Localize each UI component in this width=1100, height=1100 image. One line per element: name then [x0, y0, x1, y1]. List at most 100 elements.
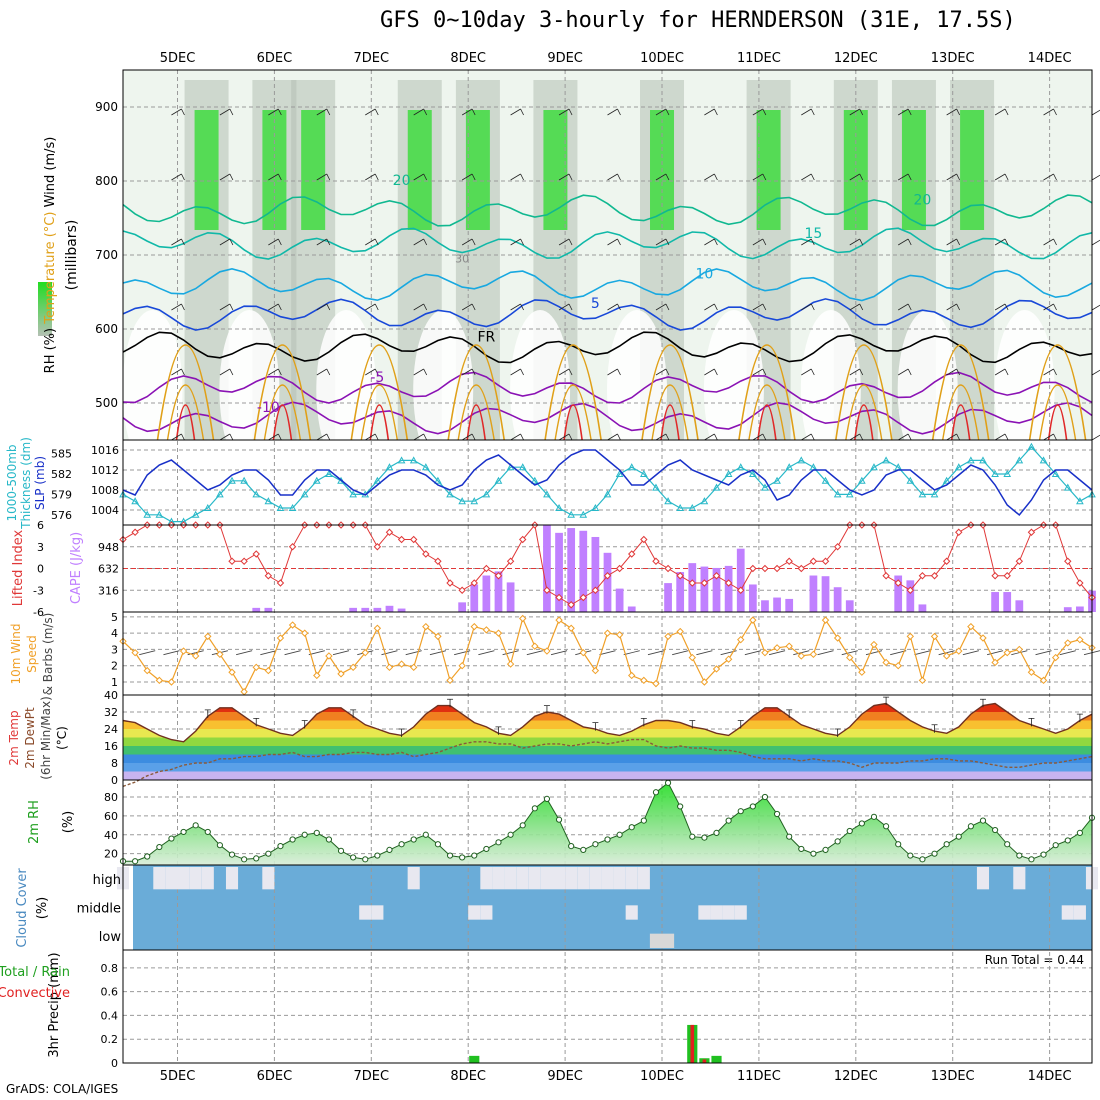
- wind-barb: [655, 303, 670, 311]
- cape-bar: [543, 525, 551, 612]
- wind-barb: [365, 238, 379, 246]
- temp-band: [123, 754, 1092, 763]
- thickness-marker: [1003, 469, 1012, 477]
- isotherm-label: FR: [477, 330, 495, 346]
- rh-marker: [446, 852, 454, 859]
- lifted-index-marker: [676, 572, 684, 580]
- wind-barb: [461, 108, 476, 116]
- wind-speed-marker: [361, 648, 369, 657]
- dry-region: [219, 310, 280, 470]
- isotherm-arch: [466, 404, 486, 441]
- rh-marker: [943, 841, 950, 848]
- wind-barb: [655, 108, 670, 116]
- thickness-marker: [785, 463, 794, 471]
- thickness-marker: [325, 469, 333, 477]
- wind-barb: [461, 303, 476, 311]
- cape-bar: [833, 587, 842, 612]
- lifted-index-marker: [603, 572, 612, 580]
- wind-barb: [510, 433, 524, 441]
- minmax-whisker: [350, 709, 357, 718]
- lifted-index-marker: [955, 528, 963, 536]
- wind-speed-marker: [567, 624, 575, 632]
- cloud-cell: [649, 933, 663, 948]
- wind-barb: [171, 238, 185, 246]
- thickness-marker: [228, 476, 236, 484]
- rh-marker: [882, 823, 890, 830]
- wind-speed-marker: [991, 658, 999, 667]
- wind-barb: [510, 238, 524, 246]
- rh-marker: [325, 836, 333, 843]
- rh-marker: [1016, 852, 1023, 859]
- isotherm-line: [122, 267, 1093, 302]
- wind-barb: [897, 303, 912, 311]
- bottom-date-label: 5DEC: [160, 1069, 196, 1084]
- dewpoint-line: [122, 738, 1093, 788]
- rh-marker: [931, 850, 938, 857]
- wind-speed-marker: [809, 650, 818, 659]
- wind-speed-marker: [313, 671, 321, 680]
- minmax-whisker: [931, 724, 938, 733]
- isotherm-arch: [738, 344, 796, 441]
- minmax-whisker: [786, 709, 793, 718]
- rh-marker: [434, 841, 442, 848]
- cloud-cell: [189, 867, 202, 890]
- thickness-marker: [700, 497, 709, 505]
- rh-marker: [144, 853, 151, 860]
- wind-barb: [897, 238, 912, 246]
- wind-barb: [897, 433, 912, 441]
- wind-barb: [461, 173, 476, 181]
- panel-frame: [122, 439, 1093, 526]
- cloud-cell: [153, 867, 166, 890]
- wind-speed-marker: [1064, 639, 1072, 647]
- wind-barb: [461, 368, 476, 376]
- cape-tick-label: 632: [98, 563, 119, 576]
- temp-band: [123, 737, 1092, 746]
- wind-speed-marker: [906, 632, 915, 641]
- surface-wind-barb: [405, 650, 422, 656]
- thickness-marker: [203, 503, 212, 511]
- rh-marker: [749, 803, 756, 810]
- wind-speed-marker: [918, 676, 927, 685]
- cape-bar: [785, 598, 794, 612]
- wind-barb: [1091, 434, 1100, 441]
- rh-marker: [652, 789, 660, 796]
- temp-label-2: 2m DewPt: [23, 707, 37, 769]
- surface-wind-barb: [478, 650, 495, 656]
- temp-line: [122, 702, 1093, 743]
- thickness-marker: [724, 469, 733, 477]
- bottom-date-label: 11DEC: [737, 1069, 781, 1084]
- temp-band: [123, 720, 1092, 729]
- lifted-index-marker: [543, 586, 551, 594]
- wind-speed-marker: [955, 647, 963, 655]
- lifted-index-marker: [1015, 557, 1024, 565]
- rh-marker: [1028, 856, 1035, 863]
- cloud-cell: [165, 867, 178, 890]
- cloud-cell: [637, 867, 650, 890]
- thickness-tick-label: 579: [51, 488, 72, 501]
- bottom-date-label: 6DEC: [257, 1069, 293, 1084]
- cape-bar: [482, 575, 491, 612]
- rh-marker: [786, 833, 793, 840]
- wind-barb: [607, 368, 621, 376]
- isotherm-arch: [931, 344, 990, 441]
- wind-speed-marker: [543, 647, 551, 655]
- rh-marker: [374, 852, 381, 859]
- bottom-date-label: 9DEC: [547, 1069, 583, 1084]
- isotherm-label: 15: [804, 226, 822, 242]
- rh-marker: [580, 846, 587, 853]
- surface-wind-barb: [744, 650, 761, 656]
- isotherm-line: [122, 371, 1093, 404]
- wind-barb: [316, 238, 331, 246]
- wind-tick-label: 1: [111, 676, 118, 689]
- wind-speed-marker: [1039, 676, 1048, 685]
- bottom-date-label: 12DEC: [834, 1069, 878, 1084]
- slp-label-slp: SLP (mb): [33, 456, 47, 510]
- surface-wind-barb: [817, 650, 834, 656]
- rh-marker: [277, 843, 284, 850]
- thickness-marker: [954, 463, 963, 471]
- surface-wind-barb: [914, 650, 931, 656]
- wind-barb: [1043, 173, 1057, 181]
- thickness-marker: [567, 510, 576, 518]
- thickness-tick-label: 585: [51, 448, 72, 461]
- wind-barb: [171, 368, 185, 376]
